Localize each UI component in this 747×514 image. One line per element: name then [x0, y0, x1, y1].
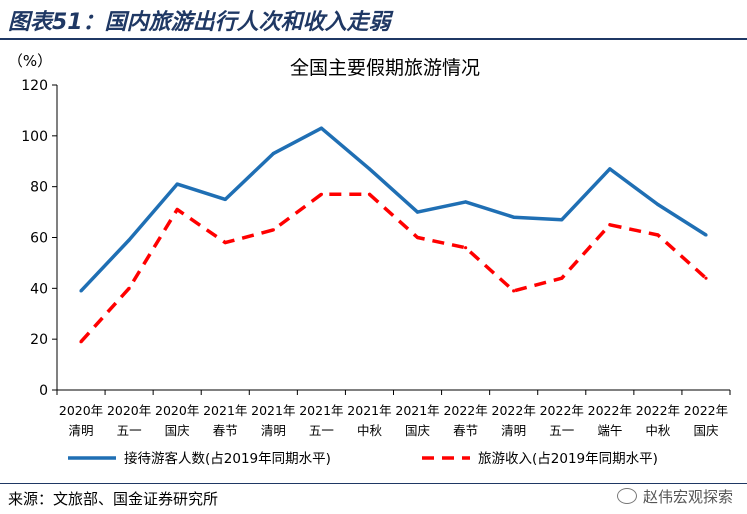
series-layer: [79, 126, 708, 344]
x-tick-label-year: 2021年: [347, 403, 391, 418]
data-point: [79, 289, 83, 293]
data-point: [319, 126, 323, 130]
data-point: [175, 207, 179, 212]
x-tick-label-year: 2022年: [492, 403, 536, 418]
data-point: [560, 218, 564, 222]
series-line-1: [79, 126, 707, 293]
data-point: [223, 197, 227, 201]
x-tick-label-year: 2022年: [636, 403, 680, 418]
legend-label-1: 接待游客人数(占2019年同期水平): [124, 450, 331, 467]
axes: [56, 85, 730, 391]
y-tick-label: 0: [39, 383, 48, 399]
data-point: [704, 233, 708, 237]
data-point: [175, 182, 179, 186]
data-point: [367, 192, 372, 196]
data-point: [415, 210, 420, 214]
series-line-2: [79, 192, 708, 343]
data-point: [367, 167, 372, 171]
data-point: [464, 200, 468, 204]
title-divider: [0, 38, 747, 40]
data-point: [464, 246, 468, 250]
y-tick-label: 20: [30, 332, 48, 348]
x-tick-label-holiday: 清明: [69, 423, 94, 438]
x-tick-label-year: 2020年: [59, 403, 103, 418]
data-point: [223, 240, 227, 245]
x-tick-label-holiday: 五一: [309, 423, 334, 438]
y-tick-label: 60: [30, 231, 48, 247]
source-note: 来源：文旅部、国金证券研究所: [8, 490, 219, 508]
data-point: [560, 276, 564, 280]
x-tick-label-year: 2022年: [540, 403, 584, 418]
x-tick-label-holiday: 五一: [117, 423, 142, 438]
x-tick-label-year: 2021年: [299, 403, 343, 418]
x-tick-label-year: 2022年: [588, 403, 632, 418]
x-tick-label-holiday: 国庆: [165, 423, 191, 438]
y-tick-label: 80: [30, 180, 48, 196]
x-axis-ticks: 2020年清明2020年五一2020年国庆2021年春节2021年清明2021年…: [56, 390, 731, 438]
data-point: [512, 289, 516, 293]
y-axis-unit-label: （%）: [8, 52, 52, 70]
data-point: [656, 233, 660, 237]
x-tick-label-holiday: 春节: [453, 423, 478, 438]
x-tick-label-holiday: 端午: [597, 423, 622, 438]
x-tick-label-year: 2020年: [107, 403, 151, 418]
data-point: [319, 192, 323, 196]
data-point: [415, 235, 420, 240]
chart-title: 全国主要假期旅游情况: [290, 57, 480, 79]
data-point: [271, 228, 275, 232]
data-point: [512, 215, 516, 219]
x-tick-label-holiday: 国庆: [405, 423, 431, 438]
x-tick-label-year: 2021年: [251, 403, 295, 418]
y-tick-label: 120: [21, 78, 48, 94]
x-tick-label-year: 2020年: [155, 403, 199, 418]
data-point: [127, 286, 131, 290]
x-tick-label-holiday: 春节: [213, 423, 238, 438]
data-point: [271, 152, 275, 156]
x-tick-label-holiday: 五一: [549, 423, 574, 438]
figure-title: 图表51：国内旅游出行人次和收入走弱: [8, 10, 391, 35]
watermark-text: 赵伟宏观探索: [642, 488, 733, 506]
data-point: [608, 167, 612, 171]
x-tick-label-year: 2022年: [443, 403, 487, 418]
watermark: 赵伟宏观探索: [616, 486, 733, 507]
y-tick-label: 40: [30, 281, 48, 297]
footer-divider: [0, 483, 747, 484]
y-tick-label: 100: [21, 129, 48, 145]
x-tick-label-holiday: 清明: [501, 423, 526, 438]
legend-label-2: 旅游收入(占2019年同期水平): [478, 451, 658, 467]
data-point: [608, 223, 612, 227]
x-tick-label-holiday: 中秋: [357, 423, 383, 438]
data-point: [704, 276, 708, 280]
data-point: [127, 238, 131, 242]
x-tick-label-holiday: 中秋: [645, 423, 671, 438]
data-point: [656, 202, 660, 207]
x-tick-label-year: 2022年: [684, 403, 728, 418]
x-tick-label-holiday: 国庆: [693, 423, 719, 438]
y-axis-ticks: 0 20 40 60 80 100 120: [21, 78, 57, 399]
x-tick-label-holiday: 清明: [261, 423, 286, 438]
x-tick-label-year: 2021年: [203, 403, 247, 418]
wechat-icon: [616, 488, 637, 504]
data-point: [79, 340, 83, 344]
legend: 接待游客人数(占2019年同期水平) 旅游收入(占2019年同期水平): [68, 450, 658, 467]
x-tick-label-year: 2021年: [395, 403, 439, 418]
